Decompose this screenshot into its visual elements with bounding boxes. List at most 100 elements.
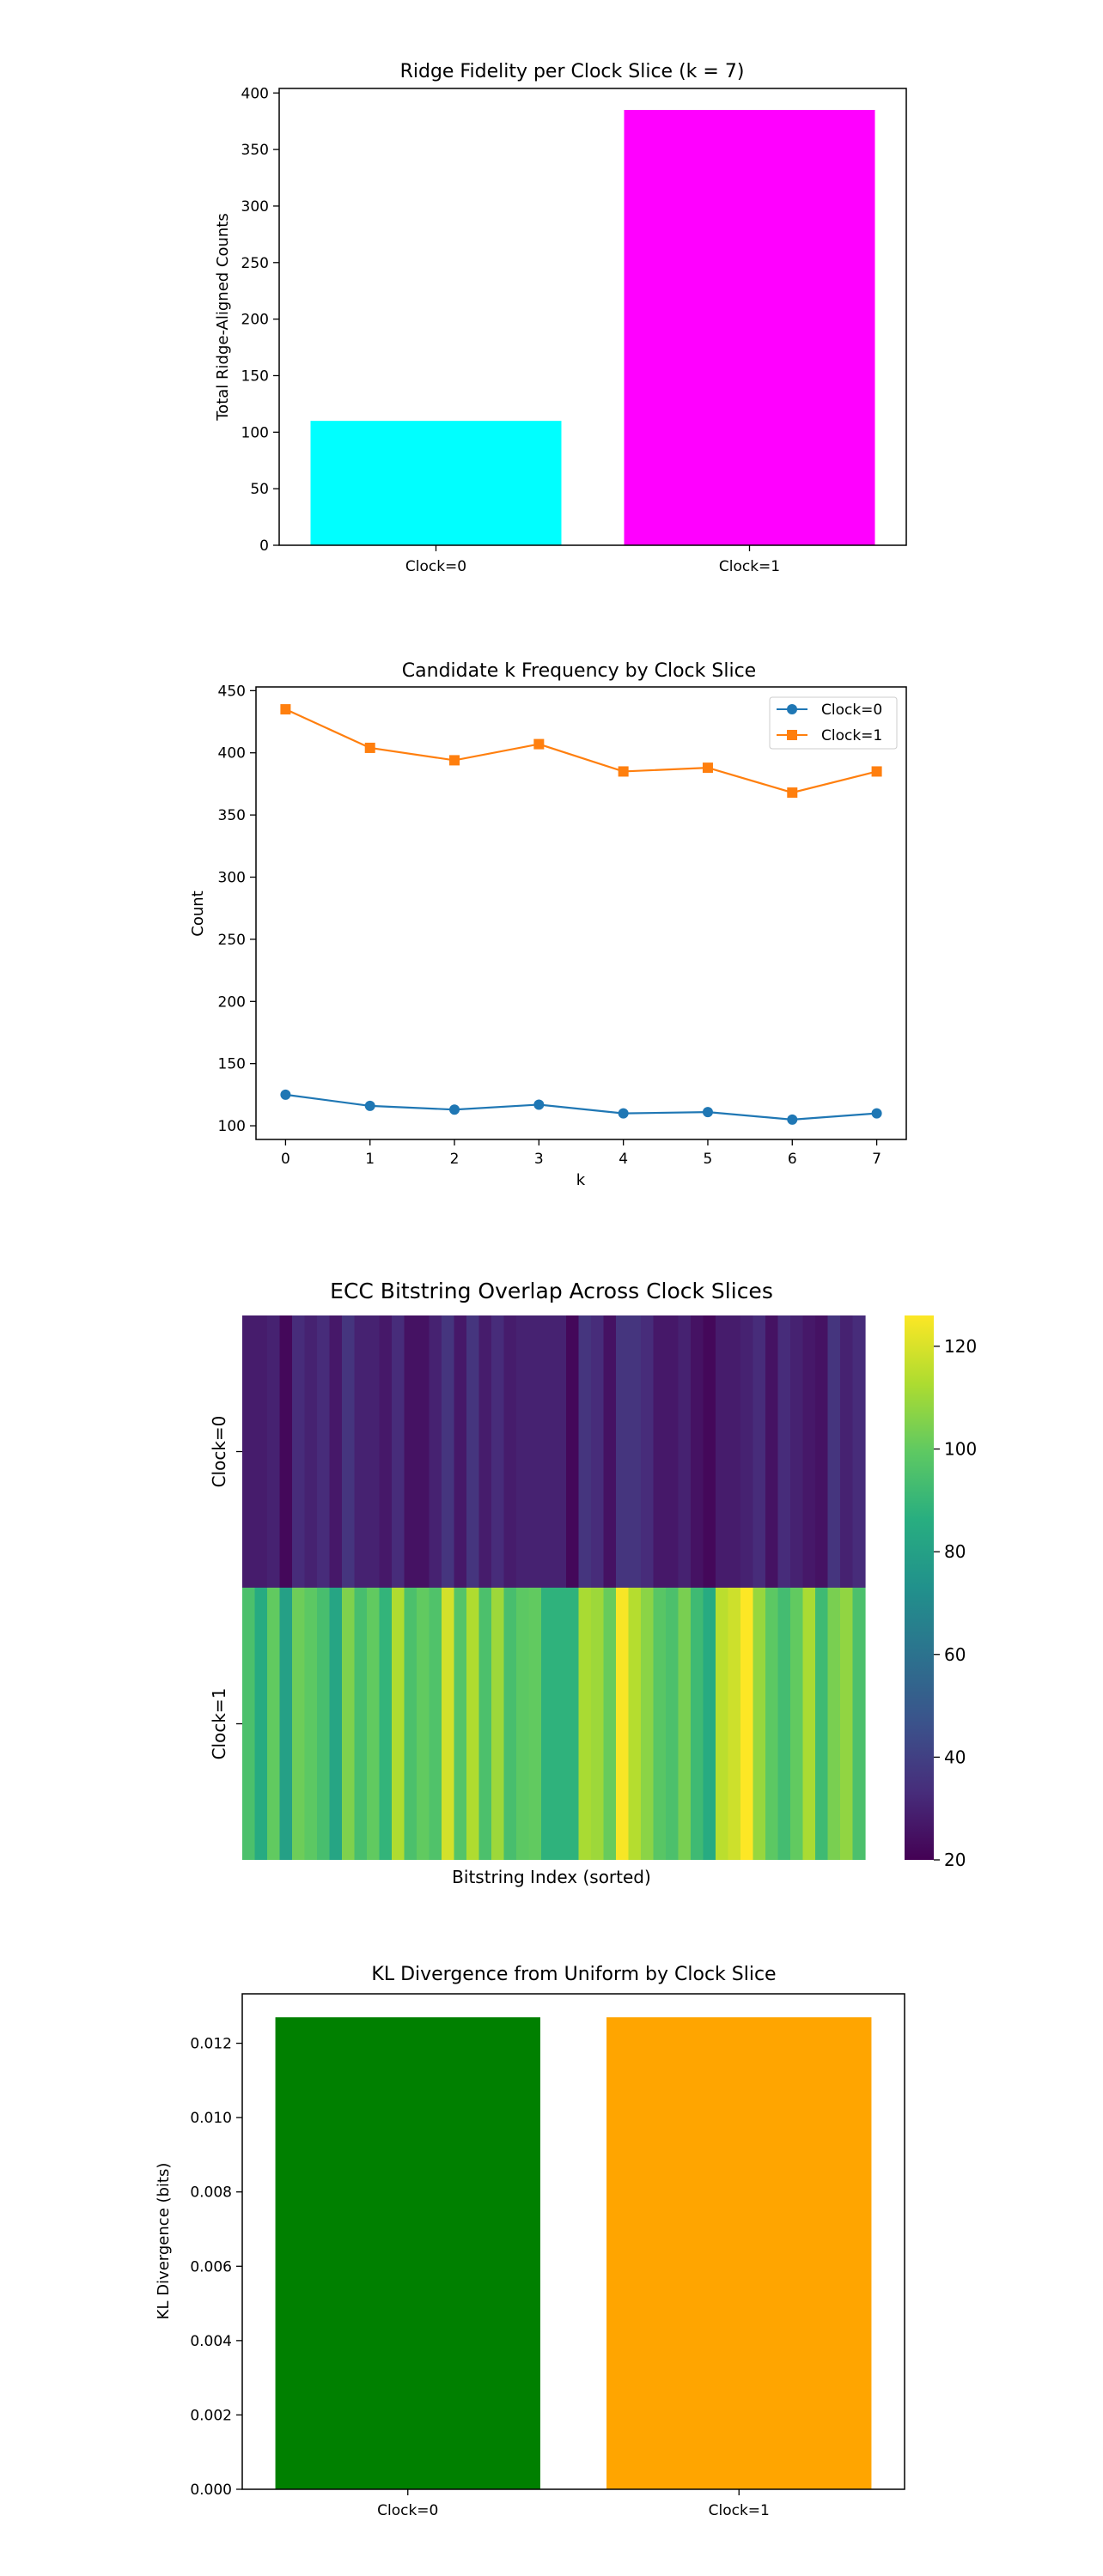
- x-tick-label: Clock=1: [709, 2502, 770, 2519]
- colorbar-tick-label: 20: [944, 1850, 966, 1870]
- heatmap-cell: [267, 1588, 281, 1860]
- y-tick-label: 250: [218, 932, 246, 949]
- y-tick-label: 0.010: [190, 2110, 232, 2127]
- heatmap-cell: [404, 1588, 417, 1860]
- heatmap-cell: [304, 1315, 318, 1588]
- heatmap-cell: [740, 1315, 754, 1588]
- data-point-clock-0: [618, 1108, 629, 1119]
- series-line-clock-1: [284, 708, 877, 794]
- y-tick-label: 100: [241, 424, 269, 441]
- heatmap-cell: [442, 1588, 455, 1860]
- heatmap-cell: [566, 1315, 580, 1588]
- y-tick-label: 0.006: [190, 2258, 232, 2275]
- data-point-clock-0: [533, 1099, 545, 1110]
- y-tick-label: 250: [241, 255, 269, 272]
- row-label: Clock=1: [209, 1688, 229, 1760]
- heatmap-cell: [728, 1588, 741, 1860]
- y-tick-label: 0.012: [190, 2036, 232, 2053]
- heatmap-cell: [765, 1315, 779, 1588]
- heatmap-cell: [466, 1315, 480, 1588]
- x-tick-label: 5: [704, 1151, 713, 1168]
- heatmap-cell: [267, 1315, 281, 1588]
- chart1-ylabel: Total Ridge-Aligned Counts: [214, 213, 232, 422]
- y-tick-label: 0: [259, 538, 269, 555]
- heatmap-cell: [379, 1315, 393, 1588]
- y-tick-label: 150: [218, 1056, 246, 1073]
- heatmap-cell: [678, 1315, 692, 1588]
- heatmap-cell: [329, 1588, 343, 1860]
- x-tick-label: 3: [534, 1151, 544, 1168]
- heatmap-cell: [254, 1315, 268, 1588]
- heatmap-cell: [491, 1315, 505, 1588]
- heatmap-cell: [417, 1315, 430, 1588]
- colorbar-tick-label: 40: [944, 1747, 966, 1767]
- colorbar-tick-label: 120: [944, 1336, 977, 1357]
- row-label: Clock=0: [209, 1416, 229, 1488]
- heatmap-cell: [603, 1315, 617, 1588]
- heatmap-cell: [802, 1588, 816, 1860]
- heatmap-cell: [478, 1315, 492, 1588]
- heatmap-cell: [852, 1588, 866, 1860]
- heatmap-cell: [354, 1588, 368, 1860]
- y-tick-label: 50: [250, 481, 269, 498]
- chart4-ylabel: KL Divergence (bits): [155, 2163, 173, 2320]
- heatmap-cell: [616, 1588, 630, 1860]
- heatmap-cell: [753, 1315, 766, 1588]
- heatmap-cell: [591, 1315, 605, 1588]
- heatmap-cell: [503, 1588, 517, 1860]
- data-point-clock-0: [449, 1104, 460, 1115]
- x-tick-label: Clock=0: [405, 558, 466, 575]
- heatmap-cell: [342, 1588, 356, 1860]
- chart-ridge-fidelity: Ridge Fidelity per Clock Slice (k = 7) 0…: [214, 61, 907, 575]
- heatmap-cell: [790, 1315, 804, 1588]
- heatmap-cell: [429, 1315, 442, 1588]
- heatmap-cell: [367, 1315, 381, 1588]
- heatmap-cell: [815, 1588, 829, 1860]
- heatmap-cell: [367, 1588, 381, 1860]
- data-point-clock-1: [280, 704, 291, 715]
- y-tick-label: 200: [241, 312, 269, 329]
- heatmap-cell: [541, 1315, 555, 1588]
- data-point-clock-0: [364, 1100, 375, 1111]
- heatmap-cell: [753, 1588, 766, 1860]
- y-tick-label: 0.008: [190, 2184, 232, 2202]
- chart-candidate-k: Candidate k Frequency by Clock Slice 100…: [189, 660, 907, 1189]
- y-tick-label: 450: [218, 683, 246, 700]
- heatmap-cell: [578, 1315, 592, 1588]
- y-tick-label: 350: [241, 142, 269, 159]
- heatmap-cell: [578, 1588, 592, 1860]
- heatmap-cell: [666, 1588, 679, 1860]
- heatmap-cell: [740, 1588, 754, 1860]
- bar-clock-0: [275, 2017, 540, 2489]
- bar-clock-0: [310, 421, 562, 545]
- colorbar-tick-label: 60: [944, 1644, 966, 1665]
- heatmap-cell: [516, 1588, 530, 1860]
- heatmap-cell: [616, 1315, 630, 1588]
- heatmap-cell: [728, 1315, 741, 1588]
- chart2-legend: Clock=0 Clock=1: [769, 696, 898, 750]
- colorbar-tick-label: 100: [944, 1439, 977, 1460]
- heatmap-cell: [703, 1588, 716, 1860]
- heatmap-cell: [641, 1315, 655, 1588]
- heatmap-cell: [777, 1588, 791, 1860]
- chart2-ylabel: Count: [189, 890, 207, 936]
- heatmap-cell: [317, 1588, 331, 1860]
- y-tick-label: 400: [218, 745, 246, 762]
- data-point-clock-1: [787, 787, 798, 799]
- chart4-plot-frame: [241, 1993, 905, 2490]
- data-point-clock-1: [364, 742, 375, 753]
- heatmap-cell: [553, 1588, 567, 1860]
- x-tick-label: 1: [365, 1151, 375, 1168]
- y-tick-label: 0.002: [190, 2407, 232, 2424]
- heatmap-cell: [379, 1588, 393, 1860]
- colorbar-tick-label: 80: [944, 1541, 966, 1562]
- heatmap-cell: [852, 1315, 866, 1588]
- heatmap-cell: [827, 1315, 841, 1588]
- chart-ecc-heatmap: ECC Bitstring Overlap Across Clock Slice…: [209, 1279, 977, 1887]
- heatmap-cell: [802, 1315, 816, 1588]
- data-point-clock-1: [533, 738, 545, 750]
- chart2-plot-frame: [255, 686, 907, 1140]
- heatmap-cell: [417, 1588, 430, 1860]
- heatmap-cell: [541, 1588, 555, 1860]
- series-line-clock-0: [285, 1093, 877, 1121]
